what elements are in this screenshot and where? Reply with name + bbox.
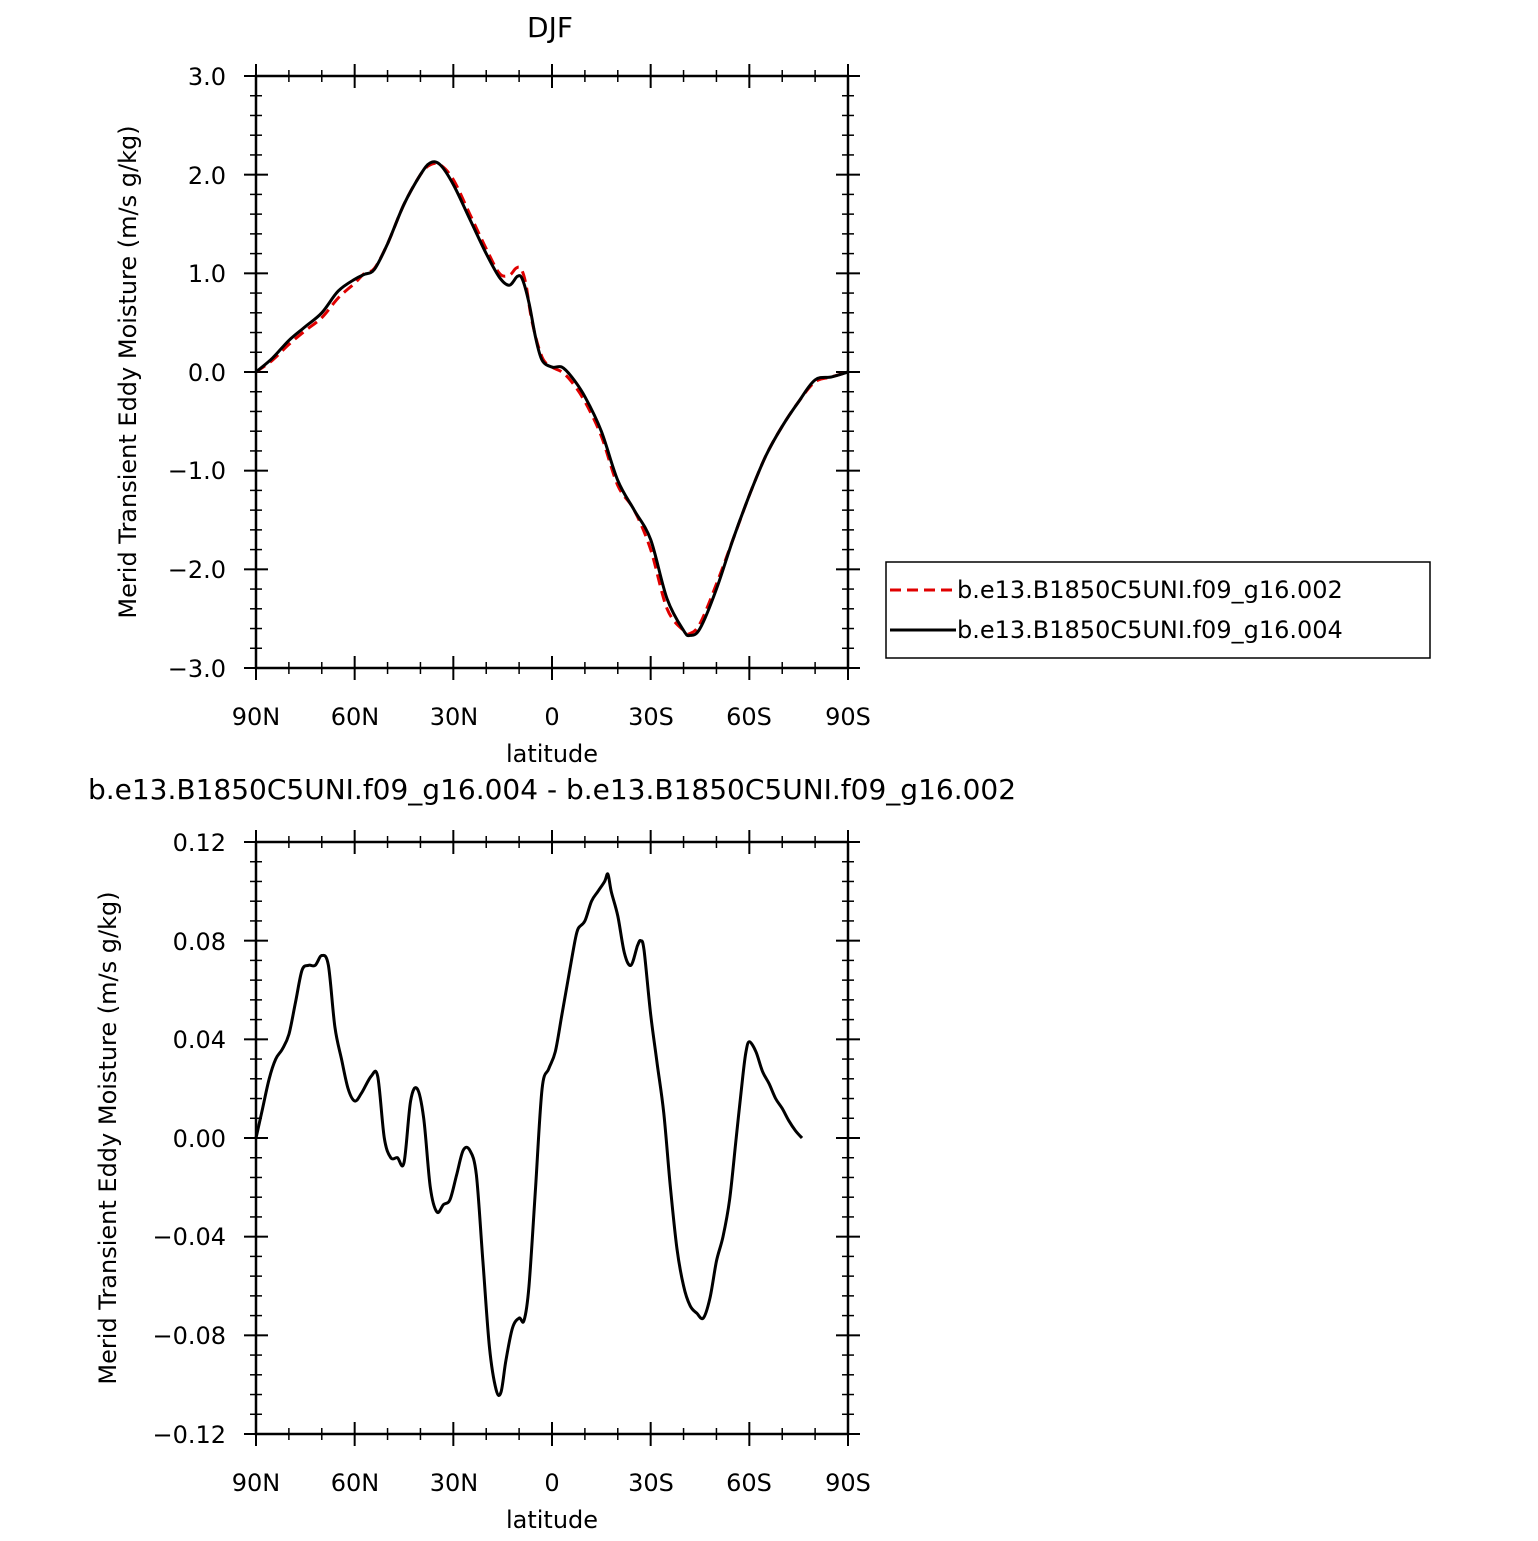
bottom-y-tick-labels: 0.12 0.08 0.04 0.00 −0.04 −0.08 −0.12 — [152, 829, 226, 1449]
top-series-line-1 — [255, 161, 849, 636]
top-x-axis-label: latitude — [506, 740, 598, 768]
top-series-line-2 — [255, 160, 849, 638]
bottom-y-tick-label: −0.04 — [152, 1223, 226, 1251]
top-tick-marks — [244, 64, 860, 680]
bottom-panel: b.e13.B1850C5UNI.f09_g16.004 - b.e13.B18… — [88, 773, 1016, 1534]
bottom-x-tick-label: 60S — [726, 1469, 772, 1497]
bottom-y-tick-label: 0.04 — [173, 1026, 226, 1054]
top-y-tick-label: 0.0 — [188, 359, 226, 387]
top-y-tick-label: −2.0 — [168, 556, 226, 584]
top-panel: DJF 3.0 2.0 1.0 0.0 −1.0 −2.0 −3.0 90N 6… — [114, 11, 1431, 768]
top-y-tick-label: 2.0 — [188, 162, 226, 190]
top-x-tick-label: 30N — [430, 703, 479, 731]
top-x-tick-label: 60N — [331, 703, 380, 731]
bottom-x-tick-label: 90N — [232, 1469, 281, 1497]
top-x-tick-label: 90N — [232, 703, 281, 731]
bottom-x-tick-label: 30N — [430, 1469, 479, 1497]
top-x-tick-label: 0 — [544, 703, 559, 731]
legend-label: b.e13.B1850C5UNI.f09_g16.004 — [957, 616, 1343, 644]
bottom-series-line-1 — [254, 872, 804, 1397]
bottom-y-tick-label: 0.08 — [173, 928, 226, 956]
top-plot-frame — [254, 74, 850, 670]
bottom-chart-title: b.e13.B1850C5UNI.f09_g16.004 - b.e13.B18… — [88, 773, 1016, 806]
bottom-plot-frame — [254, 840, 850, 1436]
bottom-tick-marks — [244, 830, 860, 1446]
top-x-tick-labels: 90N 60N 30N 0 30S 60S 90S — [232, 703, 871, 731]
bottom-y-tick-label: 0.00 — [173, 1125, 226, 1153]
bottom-y-tick-label: 0.12 — [173, 829, 226, 857]
bottom-x-axis-label: latitude — [506, 1506, 598, 1534]
top-y-tick-label: 1.0 — [188, 260, 226, 288]
top-x-tick-label: 90S — [825, 703, 871, 731]
top-y-tick-label: −1.0 — [168, 457, 226, 485]
top-y-tick-label: −3.0 — [168, 655, 226, 683]
bottom-x-tick-label: 30S — [628, 1469, 674, 1497]
top-series-group — [255, 160, 849, 638]
top-y-tick-labels: 3.0 2.0 1.0 0.0 −1.0 −2.0 −3.0 — [168, 63, 226, 683]
bottom-y-axis-label: Merid Transient Eddy Moisture (m/s g/kg) — [94, 891, 122, 1384]
top-legend: b.e13.B1850C5UNI.f09_g16.002 b.e13.B1850… — [885, 561, 1431, 659]
top-y-axis-label: Merid Transient Eddy Moisture (m/s g/kg) — [114, 125, 142, 618]
bottom-x-tick-label: 90S — [825, 1469, 871, 1497]
bottom-x-tick-label: 60N — [331, 1469, 380, 1497]
bottom-x-tick-label: 0 — [544, 1469, 559, 1497]
legend-label: b.e13.B1850C5UNI.f09_g16.002 — [957, 576, 1343, 604]
top-x-tick-label: 30S — [628, 703, 674, 731]
top-y-tick-label: 3.0 — [188, 63, 226, 91]
bottom-series-group — [254, 872, 804, 1397]
top-chart-title: DJF — [527, 11, 573, 44]
bottom-y-tick-label: −0.08 — [152, 1322, 226, 1350]
bottom-y-tick-label: −0.12 — [152, 1421, 226, 1449]
top-x-tick-label: 60S — [726, 703, 772, 731]
bottom-x-tick-labels: 90N 60N 30N 0 30S 60S 90S — [232, 1469, 871, 1497]
legend-box — [885, 561, 1431, 659]
